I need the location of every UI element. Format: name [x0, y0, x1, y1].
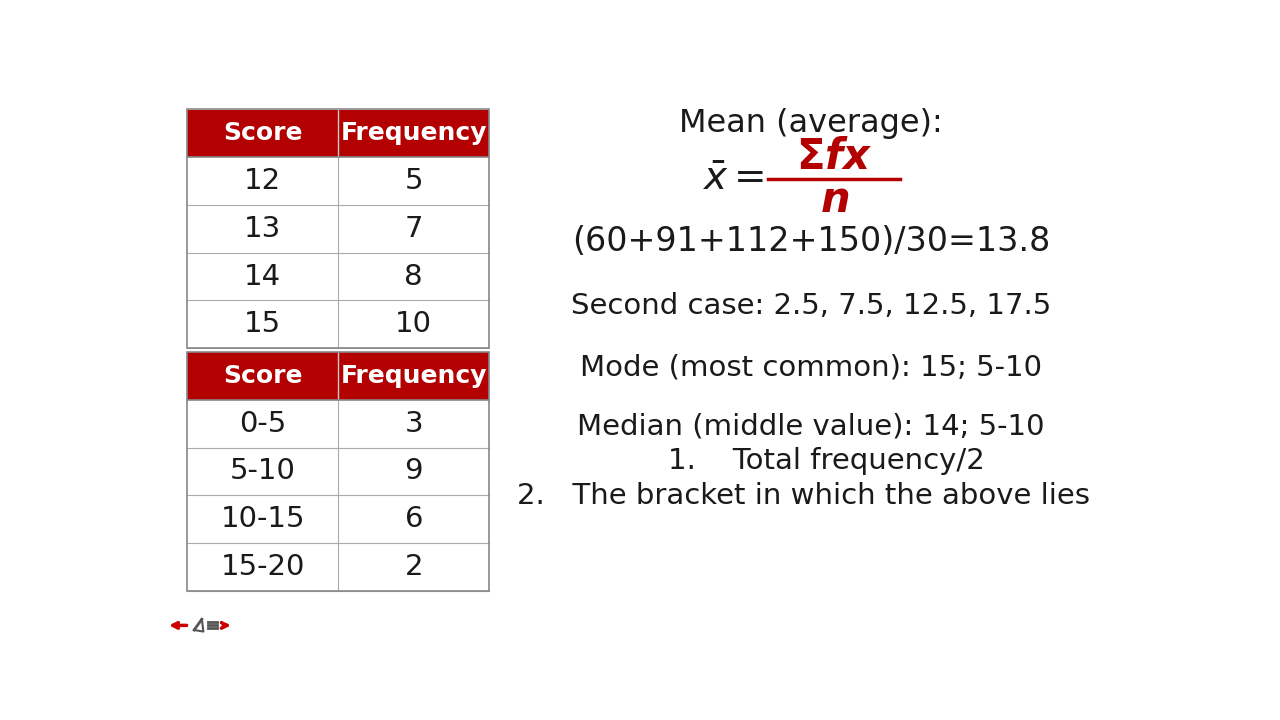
Text: 0-5: 0-5: [239, 410, 287, 438]
Text: 10-15: 10-15: [220, 505, 305, 533]
Bar: [187, 352, 489, 590]
Bar: [187, 300, 489, 348]
Bar: [187, 543, 489, 590]
Bar: [187, 448, 489, 495]
Bar: [187, 253, 489, 300]
Text: Second case: 2.5, 7.5, 12.5, 17.5: Second case: 2.5, 7.5, 12.5, 17.5: [571, 292, 1051, 320]
Text: Score: Score: [223, 364, 302, 388]
Text: 3: 3: [404, 410, 424, 438]
Text: Score: Score: [223, 122, 302, 145]
Text: 15-20: 15-20: [220, 553, 305, 581]
Text: 5-10: 5-10: [229, 457, 296, 485]
Text: Mean (average):: Mean (average):: [680, 108, 943, 139]
Text: Frequency: Frequency: [340, 122, 488, 145]
Text: 14: 14: [244, 263, 282, 291]
Text: 5: 5: [404, 167, 424, 195]
Text: 15: 15: [244, 310, 282, 338]
Text: 10: 10: [396, 310, 433, 338]
Bar: [187, 109, 489, 348]
Text: Median (middle value): 14; 5-10: Median (middle value): 14; 5-10: [577, 413, 1044, 441]
Text: 2.   The bracket in which the above lies: 2. The bracket in which the above lies: [517, 482, 1089, 510]
Text: Mode (most common): 15; 5-10: Mode (most common): 15; 5-10: [580, 354, 1042, 382]
Bar: [187, 400, 489, 448]
Text: $\bar{x} =$: $\bar{x} =$: [703, 160, 764, 198]
Text: $\mathbf{\Sigma} \bfit{fx}$: $\mathbf{\Sigma} \bfit{fx}$: [796, 136, 873, 179]
Text: 13: 13: [244, 215, 282, 243]
Text: (60+91+112+150)/30=13.8: (60+91+112+150)/30=13.8: [572, 225, 1050, 258]
Text: Frequency: Frequency: [340, 364, 488, 388]
Text: 1.    Total frequency/2: 1. Total frequency/2: [668, 447, 984, 475]
Text: 6: 6: [404, 505, 424, 533]
Text: 12: 12: [244, 167, 282, 195]
Bar: [187, 157, 489, 205]
Bar: [187, 205, 489, 253]
Bar: [187, 352, 489, 400]
Text: $\boldsymbol{n}$: $\boldsymbol{n}$: [819, 179, 849, 221]
Text: 7: 7: [404, 215, 424, 243]
Bar: [187, 109, 489, 157]
Text: 9: 9: [404, 457, 424, 485]
Bar: [187, 495, 489, 543]
Text: 8: 8: [404, 263, 424, 291]
Text: 2: 2: [404, 553, 424, 581]
